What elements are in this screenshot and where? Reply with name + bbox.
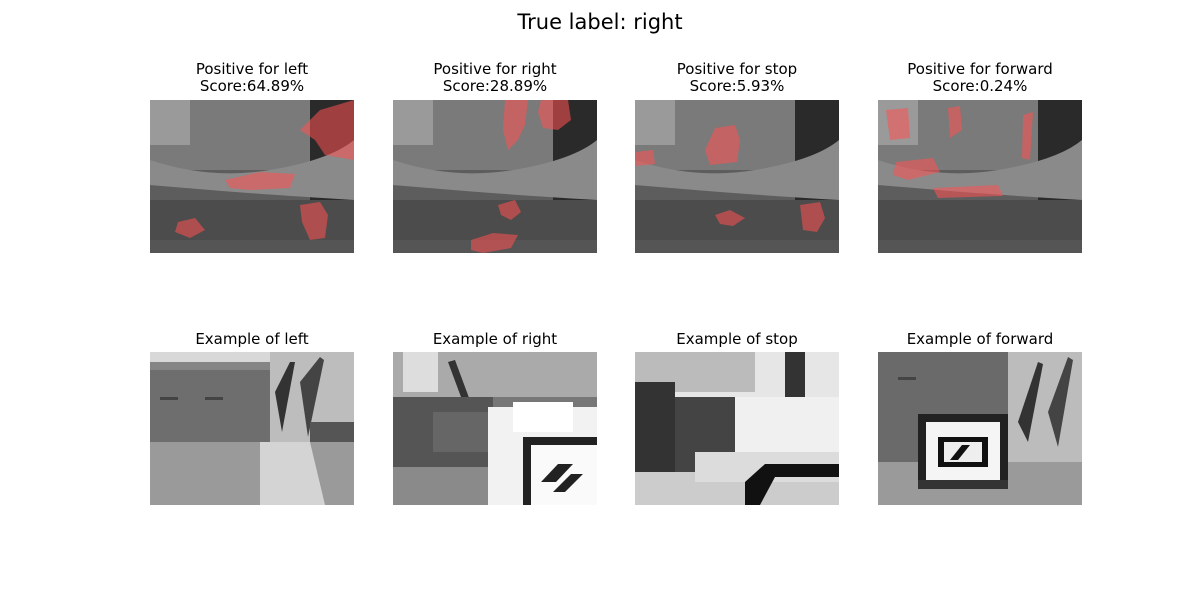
panel-title: Positive for forward Score:0.24% [838,61,1122,95]
example-image-drawing [150,352,354,505]
panel-title: Example of right [432,330,558,348]
panel-score: Score:64.89% [199,77,305,95]
panel-title-label: Positive for left [195,60,309,78]
saliency-image-drawing [878,100,1082,253]
panel-score: Score:28.89% [442,77,548,95]
example-image-drawing [635,352,839,505]
panel-title: Example of stop [676,330,798,348]
panel-title: Positive for right Score:28.89% [353,61,637,95]
saliency-image [393,100,597,253]
panel-title: Example of forward [906,330,1054,348]
saliency-image [878,100,1082,253]
example-image-drawing [393,352,597,505]
example-image [635,352,839,505]
panel-title-label: Positive for forward [907,60,1053,78]
panel-title: Example of left [195,330,309,348]
figure-title: True label: right [517,10,683,34]
saliency-image-drawing [635,100,839,253]
panel-score: Score:0.24% [932,77,1028,95]
panel-score: Score:5.93% [689,77,785,95]
panel-title: Positive for stop Score:5.93% [595,61,879,95]
panel-title-label: Positive for stop [676,60,798,78]
example-image [150,352,354,505]
panel-title: Positive for left Score:64.89% [110,61,394,95]
example-image [393,352,597,505]
saliency-image-drawing [150,100,354,253]
panel-title-label: Positive for right [433,60,557,78]
saliency-image [150,100,354,253]
saliency-image-drawing [393,100,597,253]
example-image-drawing [878,352,1082,505]
saliency-image [635,100,839,253]
example-image [878,352,1082,505]
